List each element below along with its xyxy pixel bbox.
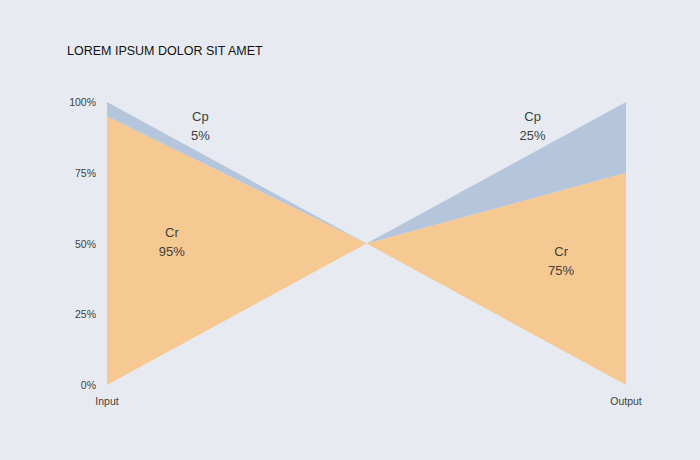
- data-label-name: Cp: [524, 109, 541, 124]
- chart-svg: LOREM IPSUM DOLOR SIT AMET 0% 25% 50% 75% 100…: [0, 0, 700, 460]
- x-tick-label: Output: [610, 395, 642, 407]
- x-tick-label: Input: [95, 395, 118, 407]
- area-segment: [107, 116, 367, 385]
- area-segment: [107, 102, 367, 244]
- data-label-value: 5%: [191, 128, 210, 143]
- plot-area: [107, 102, 626, 385]
- data-label-name: Cr: [165, 225, 179, 240]
- data-label-value: 25%: [520, 128, 546, 143]
- y-tick-label: 50%: [75, 238, 96, 250]
- data-label-value: 95%: [159, 244, 185, 259]
- y-tick-label: 100%: [69, 96, 96, 108]
- chart-title: LOREM IPSUM DOLOR SIT AMET: [67, 44, 263, 58]
- data-label-name: Cr: [554, 244, 568, 259]
- data-label-name: Cp: [192, 109, 209, 124]
- background: [0, 0, 700, 460]
- y-tick-label: 25%: [75, 308, 96, 320]
- y-tick-label: 75%: [75, 167, 96, 179]
- y-tick-label: 0%: [81, 379, 96, 391]
- area-segment: [367, 102, 627, 244]
- data-label-value: 75%: [548, 263, 574, 278]
- chart-container: LOREM IPSUM DOLOR SIT AMET 0% 25% 50% 75% 100…: [0, 0, 700, 460]
